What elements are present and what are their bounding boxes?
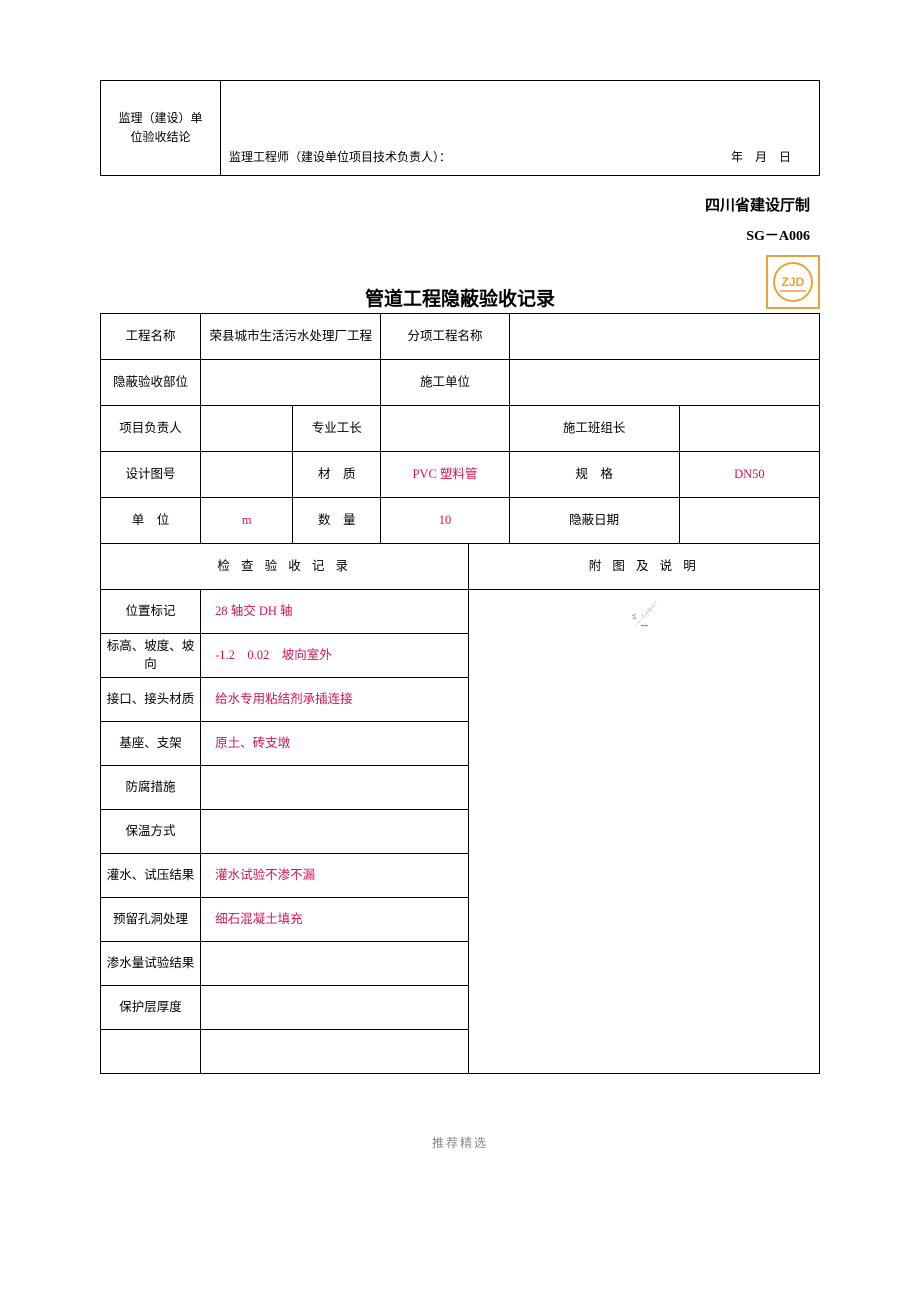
elev-value: -1.2 0.02 坡向室外 — [201, 634, 469, 678]
material-label: 材 质 — [293, 452, 381, 498]
pm-value — [201, 406, 293, 452]
cover-label: 保护层厚度 — [101, 986, 201, 1030]
joint-label: 接口、接头材质 — [101, 678, 201, 722]
foreman-value — [381, 406, 509, 452]
builder-value — [509, 360, 819, 406]
qty-label: 数 量 — [293, 498, 381, 544]
subproject-value — [509, 314, 819, 360]
conceal-date-label: 隐蔽日期 — [509, 498, 679, 544]
node-label: 1/W3 — [648, 608, 650, 610]
svg-text:-0.45: -0.45 — [635, 616, 637, 618]
seep-label: 渗水量试验结果 — [101, 942, 201, 986]
project-name-value: 荣县城市生活污水处理厂工程 — [201, 314, 381, 360]
foreman-label: 专业工长 — [293, 406, 381, 452]
diagram-header: 附 图 及 说 明 — [469, 544, 820, 590]
svg-text:±0.00: ±0.00 — [634, 614, 637, 616]
unit-value: m — [201, 498, 293, 544]
spec-value: DN50 — [679, 452, 819, 498]
diagram-cell: ±0.00 -0.45 — [469, 590, 820, 1074]
conceal-date-value — [679, 498, 819, 544]
fill-value: 灌水试验不渗不漏 — [201, 854, 469, 898]
supervisor-label-line1: 监理（建设）单 — [118, 111, 202, 125]
material-value: PVC 塑料管 — [381, 452, 509, 498]
unit-label: 单 位 — [101, 498, 201, 544]
joint-value: 给水专用粘结剂承插连接 — [201, 678, 469, 722]
supervisor-label-line2: 位验收结论 — [130, 130, 190, 144]
supervisor-conclusion-box: 监理（建设）单 位验收结论 监理工程师（建设单位项目技术负责人）： 年 月 日 — [100, 80, 820, 176]
builder-label: 施工单位 — [381, 360, 509, 406]
conceal-part-value — [201, 360, 381, 406]
main-form-table: 工程名称 荣县城市生活污水处理厂工程 分项工程名称 隐蔽验收部位 施工单位 项目… — [100, 313, 820, 1074]
blank-row-label — [101, 1030, 201, 1074]
anticorr-value — [201, 766, 469, 810]
position-label: 位置标记 — [101, 590, 201, 634]
insul-label: 保温方式 — [101, 810, 201, 854]
supervisor-label: 监理（建设）单 位验收结论 — [101, 81, 221, 176]
dn100-label-a: DN100 — [651, 610, 654, 613]
pm-label: 项目负责人 — [101, 406, 201, 452]
subproject-label: 分项工程名称 — [381, 314, 509, 360]
page-footer: 推荐精选 — [100, 1134, 820, 1151]
supervisor-sign-area: 监理工程师（建设单位项目技术负责人）： 年 月 日 — [221, 81, 820, 176]
page-title: 管道工程隐蔽验收记录 — [100, 284, 820, 311]
lvl3-label: -1.80 — [633, 623, 636, 626]
project-name-label: 工程名称 — [101, 314, 201, 360]
manhole-label: 排水管主检查井 — [642, 624, 649, 627]
zjd-logo: ZJD — [766, 255, 820, 309]
pipe-diagram: ±0.00 -0.45 — [469, 590, 819, 633]
signer-label: 监理工程师（建设单位项目技术负责人）： — [229, 148, 451, 165]
cover-value — [201, 986, 469, 1030]
svg-text:ZJD: ZJD — [782, 275, 805, 289]
base-value: 原土、砖支墩 — [201, 722, 469, 766]
position-value: 28 轴交 DH 轴 — [201, 590, 469, 634]
seep-value — [201, 942, 469, 986]
dn100-label-b: DN100 — [647, 614, 650, 617]
drawing-label: 设计图号 — [101, 452, 201, 498]
drawing-value — [201, 452, 293, 498]
dn50-label-a: DN50 — [642, 614, 645, 616]
base-label: 基座、支架 — [101, 722, 201, 766]
hole-label: 预留孔洞处理 — [101, 898, 201, 942]
conceal-part-label: 隐蔽验收部位 — [101, 360, 201, 406]
teamlead-label: 施工班组长 — [509, 406, 679, 452]
riser-5 — [655, 601, 657, 606]
anticorr-label: 防腐措施 — [101, 766, 201, 810]
riser-4 — [653, 604, 654, 608]
blank-row-value — [201, 1030, 469, 1074]
qty-value: 10 — [381, 498, 509, 544]
teamlead-value — [679, 406, 819, 452]
issuer-text: 四川省建设厅制 — [100, 194, 820, 215]
doc-number: SG－A006 — [100, 225, 820, 245]
hole-value: 细石混凝土填充 — [201, 898, 469, 942]
fill-label: 灌水、试压结果 — [101, 854, 201, 898]
elev-label: 标高、坡度、坡向 — [101, 634, 201, 678]
date-label: 年 月 日 — [731, 148, 791, 165]
check-record-header: 检 查 验 收 记 录 — [101, 544, 469, 590]
spec-label: 规 格 — [509, 452, 679, 498]
insul-value — [201, 810, 469, 854]
riser-2 — [646, 611, 648, 614]
